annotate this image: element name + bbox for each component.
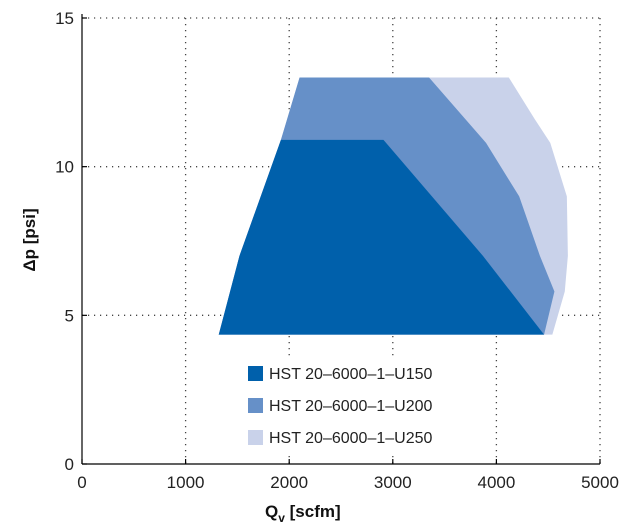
x-tick-label: 1000 — [167, 473, 205, 492]
x-axis-title-main: Q — [265, 502, 278, 521]
x-tick-label: 3000 — [374, 473, 412, 492]
tick-labels: 0 1000 2000 3000 4000 5000 0 5 10 15 — [55, 9, 619, 492]
x-axis-title-subscript: v — [278, 511, 285, 525]
x-tick-label: 4000 — [477, 473, 515, 492]
y-tick-label: 0 — [65, 455, 74, 474]
legend-label: HST 20–6000–1–U200 — [269, 398, 432, 415]
legend-swatch — [248, 398, 263, 413]
axes — [81, 14, 601, 465]
series-area-3 — [218, 139, 545, 335]
x-tick-label: 2000 — [270, 473, 308, 492]
legend: HST 20–6000–1–U150 HST 20–6000–1–U200 HST … — [242, 358, 493, 452]
y-tick-label: 5 — [65, 306, 74, 325]
legend-swatch — [248, 366, 263, 381]
legend-label: HST 20–6000–1–U150 — [269, 366, 432, 383]
x-axis-title: Qv [scfm] — [265, 502, 341, 525]
x-tick-label: 5000 — [581, 473, 619, 492]
legend-swatch — [248, 430, 263, 445]
x-tick-label: 0 — [77, 473, 86, 492]
y-tick-label: 15 — [55, 9, 74, 28]
x-axis-title-unit: [scfm] — [285, 502, 341, 521]
plot-areas — [218, 77, 568, 335]
y-tick-label: 10 — [55, 158, 74, 177]
legend-label: HST 20–6000–1–U250 — [269, 430, 432, 447]
y-axis-title: Δp [psi] — [20, 208, 39, 271]
legend-box — [242, 358, 493, 452]
